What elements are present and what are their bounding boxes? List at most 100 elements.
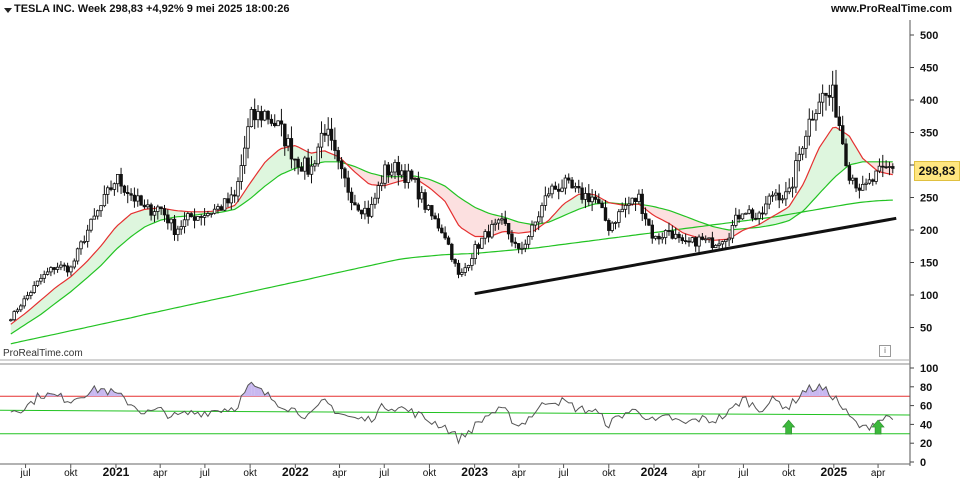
candle-body [72,260,76,268]
time-tick-label: apr [332,468,347,479]
time-tick-label: okt [423,468,437,479]
info-icon[interactable]: i [879,345,891,357]
candle-body [460,272,464,275]
candle-body [393,161,397,173]
candle-body [403,170,407,183]
candle-body [212,208,217,214]
candle-body [827,95,831,98]
candle-body [433,215,437,220]
candle-body [647,218,651,226]
candle-body [506,222,511,235]
ma-fill-bearish [608,202,750,241]
ma-fill-bullish [749,127,870,229]
candle-body [760,212,765,215]
candle-body [700,236,705,240]
candle-body [129,193,133,196]
candle-body [256,111,260,121]
candle-body [724,239,728,243]
candle-body [55,266,60,270]
candle-body [45,271,50,275]
time-tick-label: 2023 [461,465,488,479]
candle-body [172,218,177,235]
candle-body [75,248,80,262]
candle-body [32,285,36,293]
last-price-badge: 298,83 [914,161,960,181]
candle-body [740,213,745,220]
header-dropdown-icon[interactable] [4,8,12,13]
candle-body [252,109,257,121]
candle-body [570,179,574,189]
chart-title: TESLA INC. Week 298,83 +4,92% 9 mei 2025… [14,3,290,15]
candle-body [653,235,658,239]
candle-body [841,125,845,145]
candle-body [804,135,808,149]
candle-body [704,238,708,241]
candle-body [112,183,117,190]
price-axis: 50100150200250300350400450500 [910,30,938,335]
candle-body [386,164,390,176]
ma-fill-bullish [10,145,349,334]
candle-body [754,217,758,220]
candle-body [99,205,103,212]
candle-body [262,110,267,121]
candle-body [553,185,558,190]
candle-body [787,187,791,193]
candle-body [269,118,274,124]
candle-body [714,244,718,248]
candle-body [149,204,153,216]
candle-body [456,262,461,275]
candle-body [810,118,815,121]
candle-body [126,191,130,194]
rsi-overbought-fill [101,388,105,397]
candle-body [232,194,237,197]
candle-body [744,212,748,215]
candle-body [293,158,297,161]
candle-body [607,219,611,231]
candle-body [854,177,858,189]
price-tick-label: 200 [920,225,938,237]
candle-body [750,209,755,219]
candle-body [687,240,691,243]
candle-body [159,206,163,209]
candle-body [887,166,892,168]
candle-body [349,191,354,203]
candle-body [430,205,434,217]
candle-body [242,147,247,167]
rsi-tick-label: 60 [920,401,932,413]
candle-body [516,243,521,249]
rsi-overbought-fill [90,385,95,397]
candle-body [229,194,233,204]
candle-body [660,236,664,240]
watermark: ProRealTime.com [3,348,83,359]
time-tick-label: apr [691,468,706,479]
candle-body [707,237,711,240]
candle-body [266,110,270,120]
candle-body [710,237,715,249]
candle-body [814,113,818,121]
source-link[interactable]: www.ProRealTime.com [830,3,952,15]
candle-body [627,203,631,206]
candle-body [580,187,584,200]
candle-body [446,237,451,245]
ma-fill-bearish [348,164,546,237]
candle-body [25,295,30,300]
candle-body [550,185,554,195]
time-axis: jul okt 2021 apr jul okt 2022 apr jul okt 2023 apr j… [20,464,886,479]
rsi-axis: 0 20 40 60 80 100 [910,363,938,469]
candle-body [496,219,501,224]
candle-body [279,120,284,125]
candle-body [867,179,872,184]
price-tick-label: 100 [920,290,938,302]
candle-body [9,319,13,322]
candle-body [757,212,761,219]
candle-body [734,214,738,226]
price-tick-label: 50 [920,323,932,335]
candle-body [600,202,604,209]
support-trendline [474,216,897,296]
ma-fill-bearish [869,161,893,175]
candle-body [102,193,107,207]
candle-body [784,191,788,200]
candle-body [86,229,90,242]
candle-body [673,233,678,239]
rsi-overbought-fill [822,386,826,397]
